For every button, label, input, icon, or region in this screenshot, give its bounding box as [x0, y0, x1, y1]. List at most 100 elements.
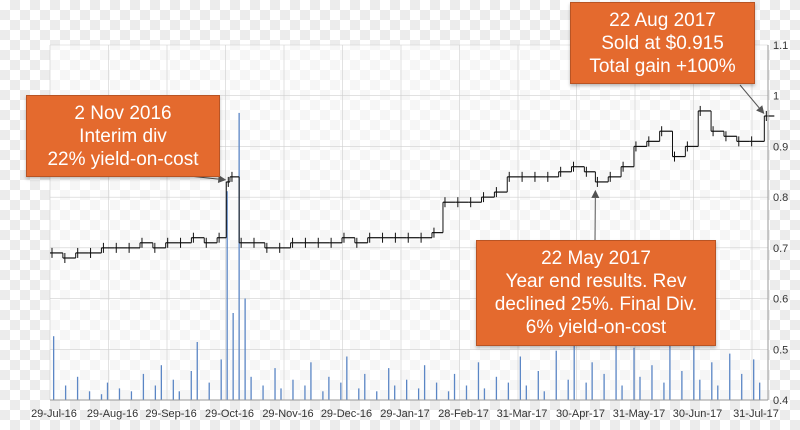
y-tick-label: 1.1: [773, 40, 788, 52]
callout-line: 22 Aug 2017: [609, 9, 716, 31]
volume-bar: [274, 368, 276, 400]
volume-bar: [142, 373, 145, 400]
volume-bar: [280, 388, 282, 400]
volume-bar: [238, 112, 240, 401]
volume-bar: [304, 385, 306, 400]
callout-year-end-results: 22 May 2017 Year end results. Rev declin…: [476, 240, 716, 346]
volume-bar: [190, 371, 192, 400]
volume-bar: [226, 191, 228, 400]
x-tick-label: 29-Sep-16: [145, 408, 196, 420]
callout-arrow: [739, 84, 760, 109]
volume-bar: [573, 339, 575, 400]
y-tick-label: 0.4: [773, 395, 788, 407]
callout-line: 6% yield-on-cost: [525, 317, 667, 338]
volume-bar: [196, 342, 198, 400]
callout-sold: 22 Aug 2017 Sold at $0.915 Total gain +1…: [570, 2, 755, 84]
x-tick-label: 31-Jul-17: [733, 408, 779, 420]
volume-bar: [555, 350, 557, 400]
callout-arrowhead: [217, 175, 227, 184]
volume-bar: [178, 391, 180, 400]
volume-bar: [711, 362, 713, 400]
volume-bar: [507, 382, 510, 400]
callout-interim-dividend: 2 Nov 2016 Interim div 22% yield-on-cost: [26, 95, 220, 177]
volume-bar: [477, 362, 480, 400]
volume-bar: [615, 336, 617, 400]
volume-bar: [100, 394, 103, 400]
volume-bar: [244, 298, 246, 400]
volume-bar: [633, 347, 635, 400]
volume-bar: [322, 391, 324, 400]
x-tick-label: 31-May-17: [613, 408, 666, 420]
volume-bar: [663, 382, 665, 400]
volume-bar: [346, 356, 348, 400]
x-tick-label: 29-Jul-16: [31, 408, 77, 420]
volume-bar: [567, 379, 569, 400]
volume-bar: [435, 382, 438, 400]
callout-line: 22 May 2017: [541, 248, 651, 269]
callout-arrowhead: [591, 189, 600, 198]
volume-bar: [693, 339, 695, 400]
y-tick-label: 0.9: [773, 141, 788, 153]
volume-bar: [759, 382, 761, 400]
volume-bar: [232, 313, 234, 400]
volume-bar: [106, 382, 109, 400]
callout-line: declined 25%. Final Div.: [494, 294, 698, 315]
volume-bar: [651, 365, 653, 400]
x-tick-label: 30-Apr-17: [556, 408, 605, 420]
volume-bar: [64, 385, 67, 400]
volume-bar: [741, 373, 743, 400]
volume-bar: [154, 385, 157, 400]
volume-bar: [519, 356, 521, 400]
x-tick-label: 29-Jan-17: [380, 408, 430, 420]
volume-bar: [340, 382, 342, 400]
volume-bar: [376, 391, 378, 400]
volume-bar: [118, 388, 121, 400]
volume-bar: [160, 365, 162, 400]
callout-line: Sold at $0.915: [601, 32, 724, 54]
volume-bar: [621, 385, 623, 400]
x-tick-label: 29-Oct-16: [205, 408, 254, 420]
x-tick-label: 29-Aug-16: [87, 408, 138, 420]
y-tick-label: 0.7: [773, 243, 788, 255]
y-tick-label: 0.5: [773, 344, 788, 356]
volume-bar: [358, 388, 360, 400]
volume-bar: [681, 371, 683, 400]
volume-bar: [699, 379, 701, 400]
volume-bar: [753, 359, 755, 400]
x-tick-label: 29-Nov-16: [262, 408, 313, 420]
callout-line: Total gain +100%: [589, 55, 736, 77]
y-tick-label: 0.6: [773, 294, 788, 306]
volume-bar: [639, 376, 641, 400]
volume-bar: [130, 391, 133, 400]
volume-bar: [262, 385, 264, 400]
volume-bar: [525, 385, 527, 400]
x-tick-label: 29-Dec-16: [321, 408, 372, 420]
volume-bar: [406, 379, 408, 400]
volume-bar: [591, 362, 593, 400]
volume-bar: [669, 344, 671, 400]
volume-bar: [394, 385, 396, 400]
volume-bar: [172, 379, 174, 400]
volume-bar: [328, 376, 330, 400]
volume-bar: [364, 373, 366, 400]
volume-bar: [495, 376, 498, 400]
volume-bar: [603, 373, 605, 400]
volume-bar: [292, 379, 294, 400]
volume-bar: [250, 376, 252, 400]
callout-line: 22% yield-on-cost: [47, 148, 199, 170]
volume-bar: [417, 388, 420, 400]
volume-bar: [208, 382, 210, 400]
x-tick-label: 31-Mar-17: [497, 408, 548, 420]
volume-bar: [447, 391, 450, 400]
volume-bar: [453, 373, 456, 400]
volume-bar: [220, 359, 222, 400]
volume-bar: [423, 365, 426, 400]
volume-bar: [483, 388, 486, 400]
y-tick-label: 0.8: [773, 192, 788, 204]
callout-arrowhead: [756, 105, 765, 114]
volume-bar: [729, 353, 731, 400]
volume-bar: [388, 368, 390, 400]
x-tick-label: 28-Feb-17: [438, 408, 489, 420]
volume-bar: [465, 385, 468, 400]
volume-bar: [88, 391, 91, 400]
